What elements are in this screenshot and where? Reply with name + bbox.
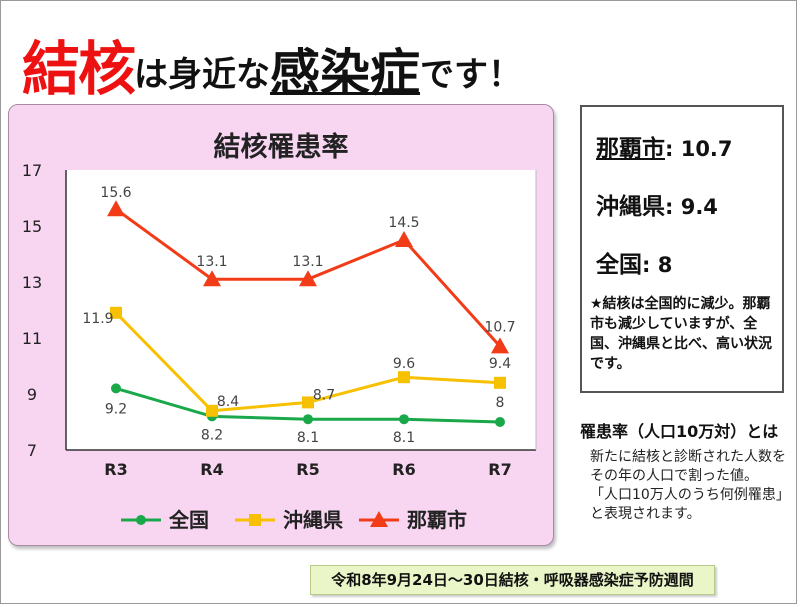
headline: 結核 は身近な 感染症 です！ (22, 8, 522, 98)
legend-label: 沖縄県 (283, 508, 343, 532)
headline-emphasis: 感染症 (270, 44, 421, 102)
data-label: 9.4 (489, 356, 511, 372)
bottom-banner: 令和8年9月24日～30日結核・呼吸器感染症予防週間 (310, 565, 715, 595)
data-point-okinawa (110, 306, 122, 319)
data-label: 8.2 (201, 427, 223, 443)
data-point-naha (491, 337, 509, 354)
legend-label: 全国 (168, 508, 209, 532)
data-label: 10.7 (484, 319, 515, 335)
data-label: 13.1 (196, 254, 227, 270)
y-tick-label: 7 (27, 441, 37, 460)
headline-keyword: 結核 (22, 35, 136, 103)
data-label: 14.5 (388, 215, 419, 231)
data-point-national (111, 383, 121, 394)
stat-okinawa-name: 沖縄県 (596, 194, 665, 220)
data-label: 11.9 (82, 311, 113, 327)
stats-box: 那覇市: 10.7 沖縄県: 9.4 全国: 8 ★結核は全国的に減少。那覇市も… (580, 105, 784, 393)
data-point-okinawa (302, 396, 314, 409)
stat-okinawa-value: : 9.4 (665, 195, 718, 219)
data-point-okinawa (206, 404, 218, 417)
stat-nation-name: 全国 (596, 252, 642, 278)
data-point-naha (203, 270, 221, 287)
legend-label: 那覇市 (407, 508, 467, 532)
data-label: 8 (496, 395, 505, 411)
data-point-naha (107, 200, 125, 217)
data-point-okinawa (249, 514, 261, 526)
data-label: 8.1 (297, 430, 319, 446)
x-tick-label: R6 (392, 460, 415, 479)
x-tick-label: R5 (296, 460, 319, 479)
chart-panel: 結核罹患率 7 9 11 13 15 17 R3 R4 R5 R6 R7 9.2 8.2 8.1 8.1 8 1… (8, 104, 554, 546)
data-point-naha (395, 231, 413, 247)
data-label: 8.4 (217, 394, 239, 410)
stat-naha-value: : 10.7 (665, 137, 733, 161)
stat-naha: 那覇市: 10.7 (596, 129, 733, 163)
y-tick-label: 17 (22, 161, 42, 180)
x-tick-label: R3 (104, 460, 127, 479)
line-chart: 7 9 11 13 15 17 R3 R4 R5 R6 R7 9.2 8.2 8.1 8.1 8 11.9 8.4… (22, 161, 537, 532)
data-label: 9.6 (393, 356, 415, 372)
definition-text: 新たに結核と診断された人数をその年の人口で割った値。 「人口10万人のうち何例罹… (590, 448, 786, 524)
headline-ending: です！ (420, 55, 523, 95)
data-label: 8.7 (313, 387, 335, 403)
data-point-national (495, 417, 505, 427)
stat-okinawa: 沖縄県: 9.4 (596, 187, 718, 221)
chart-title: 結核罹患率 (213, 132, 349, 163)
definition-line-1: 新たに結核と診断された人数をその年の人口で割った値。 (590, 449, 786, 484)
y-tick-label: 11 (22, 329, 42, 348)
data-label: 15.6 (100, 185, 131, 201)
definition-title: 罹患率（人口10万対）とは (580, 422, 779, 441)
data-label: 9.2 (105, 401, 127, 417)
data-point-national (303, 414, 313, 425)
data-label: 8.1 (393, 430, 415, 446)
data-label: 13.1 (292, 254, 323, 270)
x-tick-label: R4 (200, 460, 223, 479)
x-tick-label: R7 (488, 460, 511, 479)
y-tick-label: 15 (22, 217, 42, 236)
stats-note: ★結核は全国的に減少。那覇市も減少していますが、全国、沖縄県と比べ、高い状況です… (590, 296, 772, 372)
stat-nation-value: : 8 (642, 253, 673, 277)
data-point-naha (370, 511, 388, 527)
data-point-okinawa (398, 371, 410, 384)
data-point-national (399, 414, 409, 425)
stat-naha-name: 那覇市 (596, 136, 665, 162)
data-point-national (136, 515, 146, 525)
data-point-okinawa (494, 376, 506, 389)
y-tick-label: 9 (27, 385, 37, 404)
definition-line-2: 「人口10万人のうち何例罹患」と表現されます。 (590, 487, 783, 522)
headline-connector: は身近な (134, 55, 271, 95)
y-tick-label: 13 (22, 273, 42, 292)
data-point-naha (299, 270, 317, 287)
stat-nation: 全国: 8 (596, 245, 672, 279)
